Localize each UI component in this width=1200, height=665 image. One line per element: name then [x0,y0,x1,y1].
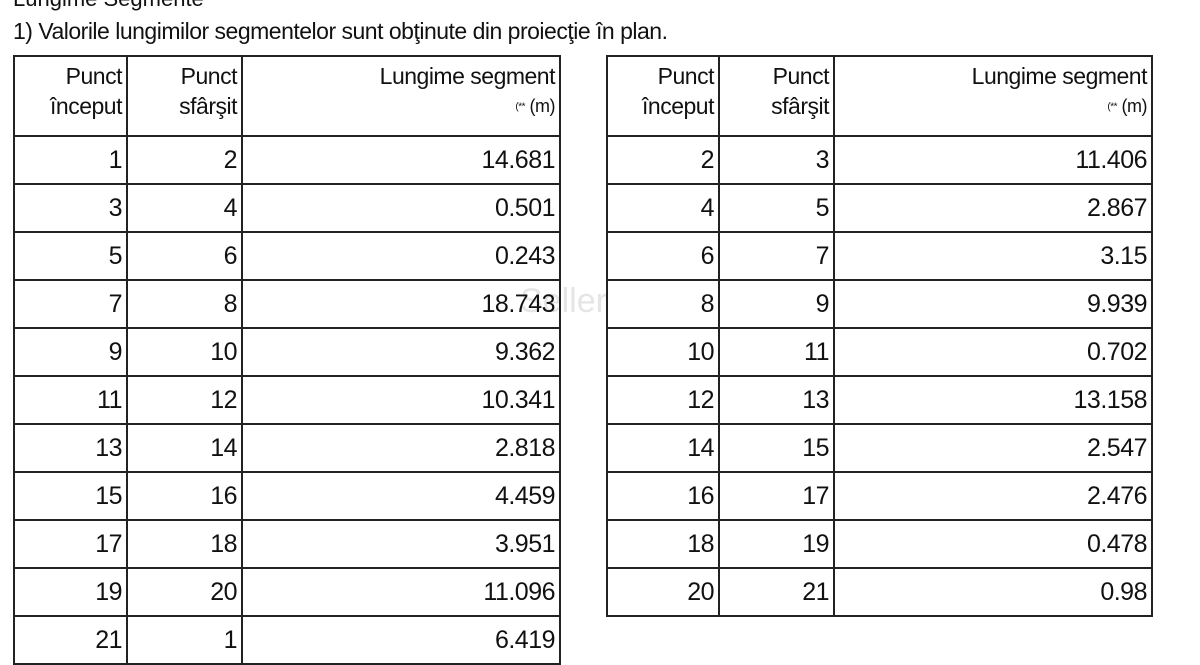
cell: 2.818 [243,425,561,473]
header-sub: (** (m) [835,91,1147,122]
header-line: început [50,93,122,119]
cell: 3.15 [835,233,1153,281]
cell: 5 [720,185,835,233]
cell: 0.98 [835,569,1153,617]
cell: 21 [13,617,128,665]
cell: 15 [720,425,835,473]
cell: 6 [128,233,243,281]
cell: 20 [128,569,243,617]
cell: 10.341 [243,377,561,425]
header-line: început [642,93,714,119]
header-line: Punct [180,63,238,89]
cell: 0.702 [835,329,1153,377]
header-cell: Lungime segment (** (m) [243,57,561,137]
cell: 12 [128,377,243,425]
header-line: Punct [772,63,830,89]
header-line: sfârşit [179,93,237,119]
cell: 10 [128,329,243,377]
cell: 0.243 [243,233,561,281]
header-mark: (** [1107,101,1117,113]
header-line: Punct [657,63,715,89]
cell: 17 [13,521,128,569]
cell: 14 [128,425,243,473]
cell: 14 [606,425,720,473]
cell: 17 [720,473,835,521]
cell: 4.459 [243,473,561,521]
cell: 2 [606,137,720,185]
cell: 4 [128,185,243,233]
cell: 7 [720,233,835,281]
cell: 5 [13,233,128,281]
cell: 6.419 [243,617,561,665]
cell: 20 [606,569,720,617]
header-cell: Punct început [13,57,128,137]
header-unit: (m) [529,96,556,116]
cell: 15 [13,473,128,521]
cell: 19 [13,569,128,617]
cell: 13.158 [835,377,1153,425]
cell: 19 [720,521,835,569]
cell: 21 [720,569,835,617]
cell: 0.501 [243,185,561,233]
page: {"header": {"title": "Lungime Segmente",… [13,0,1153,665]
cell: 8 [606,281,720,329]
cell: 2 [128,137,243,185]
title: Lungime Segmente [13,0,204,12]
cell: 11 [13,377,128,425]
cell: 1 [128,617,243,665]
cell: 9 [13,329,128,377]
cell: 3 [13,185,128,233]
cell: 13 [720,377,835,425]
watermark: Seller [520,282,607,320]
cell: 18 [606,521,720,569]
header-line: Punct [65,63,123,89]
cell: 1 [13,137,128,185]
cell: 7 [13,281,128,329]
cell: 11.096 [243,569,561,617]
cell: 8 [128,281,243,329]
cell: 14.681 [243,137,561,185]
cell: 18 [128,521,243,569]
cell: 0.478 [835,521,1153,569]
header-line: Lungime segment [379,63,556,89]
header-mark: (** [515,101,525,113]
cell: 18.743 [243,281,561,329]
header-line: sfârşit [771,93,829,119]
cell: 3.951 [243,521,561,569]
cell: 10 [606,329,720,377]
cell: 12 [606,377,720,425]
note: 1) Valorile lungimilor segmentelor sunt … [13,18,668,44]
cell: 9 [720,281,835,329]
cell: 11.406 [835,137,1153,185]
header-cell: Lungime segment (** (m) [835,57,1153,137]
cell: 13 [13,425,128,473]
header-cell: Punct început [606,57,720,137]
cell: 16 [606,473,720,521]
cell: 2.547 [835,425,1153,473]
table: Punct început Punct sfârşit Lungime segment(… [13,55,561,665]
cell: 6 [606,233,720,281]
header-unit: (m) [1121,96,1148,116]
table: Punct început Punct sfârşit Lungime segment(… [606,55,1153,617]
header-sub: (** (m) [243,91,555,122]
cell: 3 [720,137,835,185]
cell: 2.867 [835,185,1153,233]
cell: 16 [128,473,243,521]
header-cell: Punct sfârşit [720,57,835,137]
cell: 4 [606,185,720,233]
header-cell: Punct sfârşit [128,57,243,137]
cell: 9.939 [835,281,1153,329]
cell: 2.476 [835,473,1153,521]
cell: 11 [720,329,835,377]
header-line: Lungime segment [971,63,1148,89]
cell: 9.362 [243,329,561,377]
